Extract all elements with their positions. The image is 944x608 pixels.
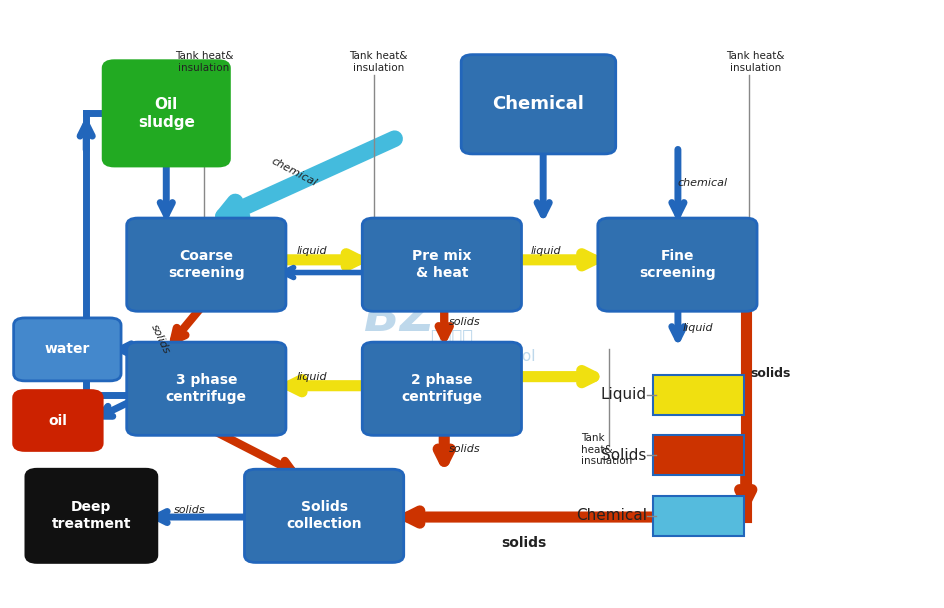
Text: water: water xyxy=(44,342,90,356)
FancyBboxPatch shape xyxy=(103,61,229,166)
FancyBboxPatch shape xyxy=(25,469,157,562)
Text: solids: solids xyxy=(448,317,480,327)
Text: 2 phase
centrifuge: 2 phase centrifuge xyxy=(401,373,481,404)
Text: Coarse
screening: Coarse screening xyxy=(168,249,244,280)
Text: BZ: BZ xyxy=(363,296,434,341)
FancyBboxPatch shape xyxy=(126,218,286,311)
Text: solids: solids xyxy=(149,323,172,356)
Text: Tank
heat&
insulation: Tank heat& insulation xyxy=(581,433,632,466)
FancyBboxPatch shape xyxy=(244,469,403,562)
Text: chemical: chemical xyxy=(270,156,318,188)
FancyBboxPatch shape xyxy=(652,375,743,415)
Text: Liquid: Liquid xyxy=(600,387,646,402)
Text: Tank heat&
insulation: Tank heat& insulation xyxy=(725,52,784,73)
FancyBboxPatch shape xyxy=(13,390,102,451)
Text: Oil
sludge: Oil sludge xyxy=(138,97,194,130)
Text: solids: solids xyxy=(500,536,546,550)
Text: 3 phase
centrifuge: 3 phase centrifuge xyxy=(165,373,246,404)
Text: solids: solids xyxy=(750,367,790,379)
FancyBboxPatch shape xyxy=(652,496,743,536)
Text: Fine
screening: Fine screening xyxy=(638,249,715,280)
FancyBboxPatch shape xyxy=(652,435,743,475)
FancyBboxPatch shape xyxy=(13,318,121,381)
Text: chemical: chemical xyxy=(677,178,727,188)
FancyBboxPatch shape xyxy=(598,218,756,311)
Text: 北钻固控: 北钻固控 xyxy=(430,330,473,347)
Text: oil: oil xyxy=(48,413,67,427)
Text: liquid: liquid xyxy=(682,323,713,333)
FancyBboxPatch shape xyxy=(126,342,286,435)
Text: solids: solids xyxy=(174,505,205,515)
Text: liquid: liquid xyxy=(296,246,327,257)
Text: Solids
collection: Solids collection xyxy=(286,500,362,531)
FancyBboxPatch shape xyxy=(362,342,521,435)
Text: Chemical: Chemical xyxy=(575,508,646,523)
Text: Solids: Solids xyxy=(600,448,646,463)
Text: Deep
treatment: Deep treatment xyxy=(52,500,131,531)
Text: solids: solids xyxy=(448,444,480,454)
Text: Tank heat&
insulation: Tank heat& insulation xyxy=(348,52,407,73)
Text: Tank heat&
insulation: Tank heat& insulation xyxy=(175,52,233,73)
Text: liquid: liquid xyxy=(296,372,327,382)
FancyBboxPatch shape xyxy=(461,55,615,154)
Text: Solids Control: Solids Control xyxy=(430,350,535,365)
Text: liquid: liquid xyxy=(531,246,561,257)
Text: Pre mix
& heat: Pre mix & heat xyxy=(412,249,471,280)
Text: Chemical: Chemical xyxy=(492,95,583,113)
FancyBboxPatch shape xyxy=(362,218,521,311)
